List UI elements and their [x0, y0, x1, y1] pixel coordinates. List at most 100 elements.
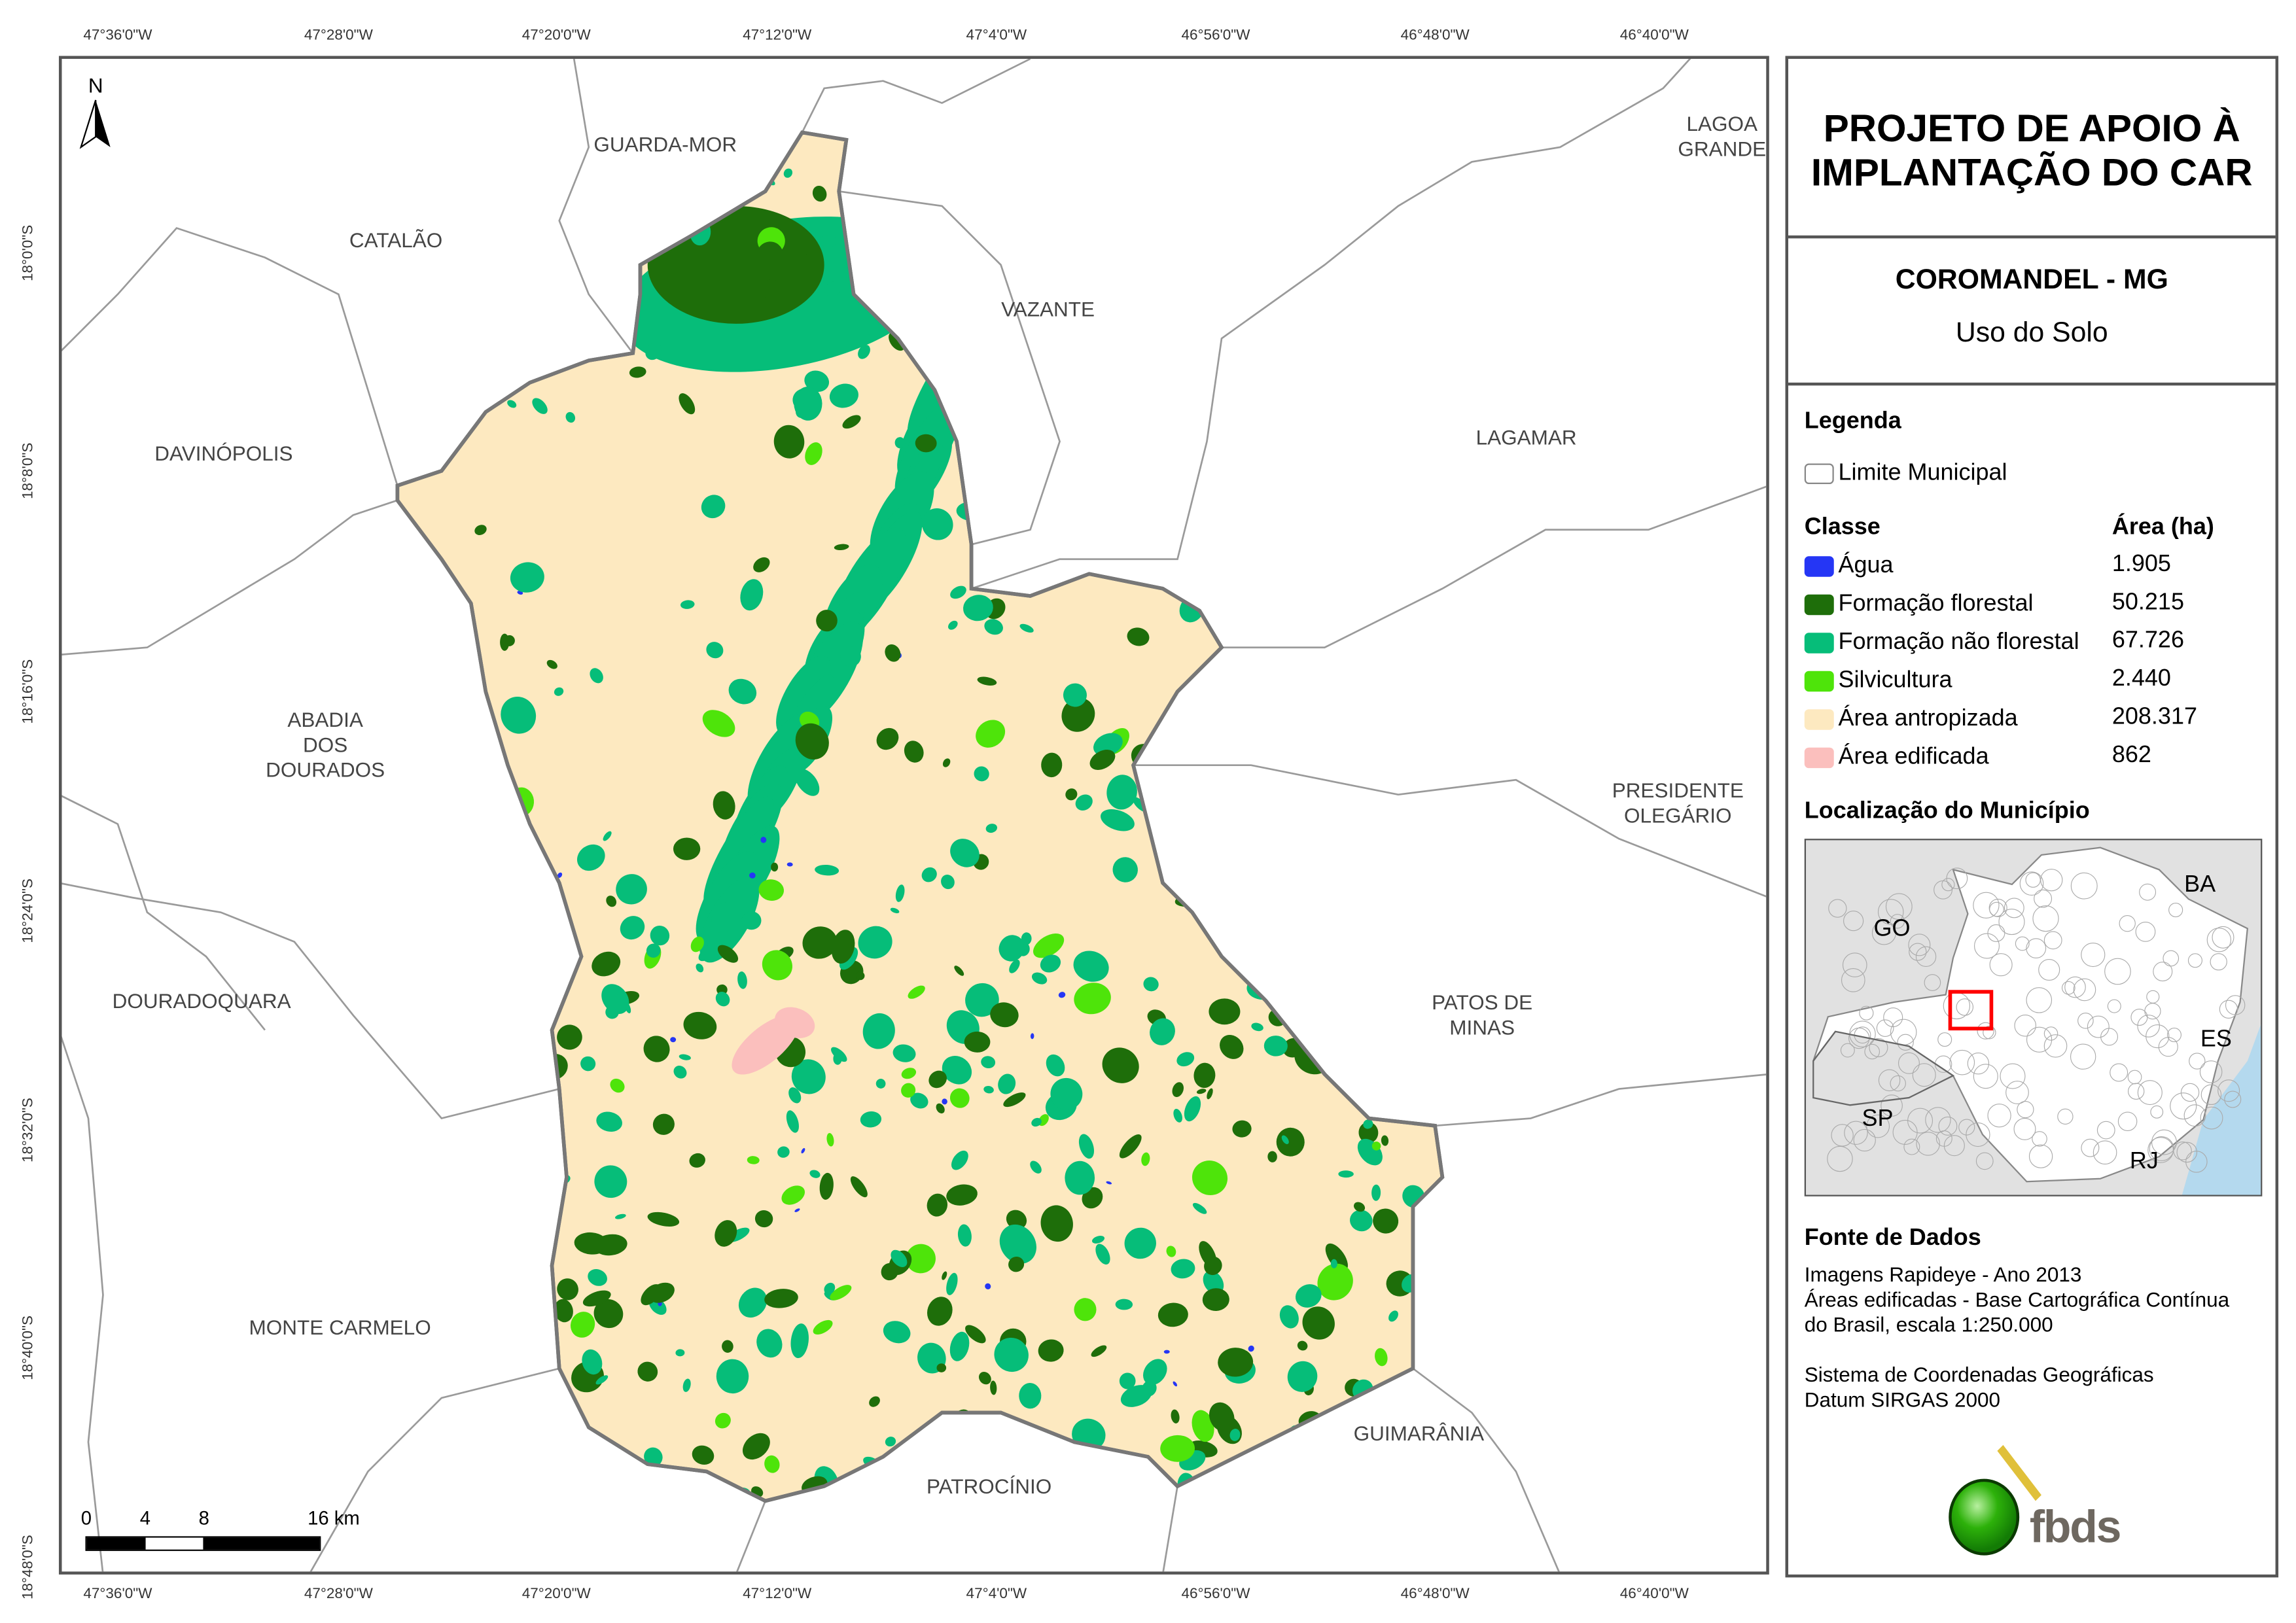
land-cover-patch [1166, 238, 1195, 268]
land-cover-patch [463, 1341, 472, 1353]
land-cover-patch [1115, 326, 1125, 342]
place-line: ABADIA [287, 707, 363, 731]
land-cover-patch [1193, 1062, 1216, 1089]
land-cover-patch [1030, 1033, 1034, 1039]
land-cover-patch [603, 831, 612, 841]
land-cover-patch [503, 635, 515, 646]
place-lagamar: LAGAMAR [1475, 425, 1577, 449]
land-cover-patch [1281, 1135, 1289, 1144]
land-cover-patch [1363, 1119, 1373, 1129]
land-cover-patch [1325, 1243, 1348, 1272]
land-cover-patch [1171, 1259, 1195, 1279]
land-cover-patch [513, 926, 544, 954]
land-cover-patch [616, 874, 647, 905]
land-cover-patch [1362, 1461, 1390, 1483]
land-cover-patch [468, 998, 503, 1015]
municipality-name: COROMANDEL - MG [1895, 264, 2168, 296]
longitude-label: 47°28'0"W [304, 1586, 373, 1603]
land-cover-patch [1233, 1465, 1245, 1474]
longitude-label: 46°40'0"W [1619, 1586, 1689, 1603]
land-cover-patch [1373, 1208, 1399, 1234]
location-heading: Localização do Município [1804, 799, 2090, 824]
neighbor-boundary [62, 882, 560, 1120]
scale-bar-segments [85, 1536, 321, 1551]
land-cover-patch [1172, 1082, 1184, 1098]
neighbor-boundary [309, 1367, 560, 1572]
land-cover-patch [1417, 1017, 1428, 1024]
land-cover-patch [756, 279, 777, 298]
land-cover-patch [629, 366, 646, 378]
class-area: 208.317 [2111, 705, 2198, 730]
land-cover-patch [1349, 1210, 1373, 1232]
land-cover-patch [1263, 1036, 1288, 1056]
land-cover-patch [1092, 1236, 1105, 1244]
source-line: Sistema de Coordenadas Geográficas [1804, 1362, 2154, 1386]
land-cover-patch [679, 1054, 691, 1060]
scale-label: 8 [198, 1507, 209, 1529]
land-cover-patch [753, 557, 770, 572]
land-cover-patch [1196, 1089, 1207, 1094]
land-cover-patch [492, 1188, 510, 1207]
land-cover-patch [501, 696, 537, 734]
land-cover-patch [890, 907, 900, 914]
land-cover-patch [1217, 201, 1236, 221]
land-cover-patch [429, 961, 456, 984]
land-cover-patch [985, 824, 998, 833]
land-cover-patch [504, 1079, 516, 1087]
land-cover-patch [915, 341, 930, 357]
land-cover-patch [794, 1208, 800, 1212]
land-cover-patch [1392, 1056, 1405, 1079]
class-swatch [1804, 594, 1834, 616]
land-cover-patch [927, 1193, 948, 1217]
land-cover-patch [644, 1447, 663, 1467]
class-swatch [1804, 747, 1834, 769]
land-cover-patch [1258, 544, 1266, 555]
land-cover-patch [826, 1133, 834, 1147]
land-cover-patch [1120, 1385, 1152, 1407]
land-cover-patch [1349, 262, 1366, 281]
land-cover-patch [990, 1380, 997, 1395]
land-cover-patch [1375, 132, 1394, 145]
land-cover-patch [1176, 1052, 1195, 1067]
land-cover-patch [1143, 977, 1159, 992]
north-arrow-icon [79, 99, 111, 149]
land-cover-patch [1377, 743, 1393, 759]
land-cover-patch [1282, 676, 1287, 682]
legend-item: Área edificada [1804, 743, 1989, 773]
land-cover-patch [1186, 690, 1201, 701]
land-cover-patch [689, 1153, 705, 1168]
land-cover-patch [399, 584, 415, 601]
land-cover-patch [915, 434, 937, 453]
land-cover-patch [438, 973, 450, 985]
land-cover-patch [950, 585, 966, 599]
land-cover-patch [1265, 589, 1284, 608]
land-cover-patch [968, 486, 991, 508]
land-cover-patch [894, 437, 906, 449]
land-cover-patch [1335, 1493, 1360, 1501]
latitude-label: 18°0'0"S [20, 224, 37, 282]
land-cover-patch [984, 619, 1003, 635]
land-cover-patch [1112, 857, 1138, 882]
inset-label-rj: RJ [2129, 1149, 2159, 1175]
land-cover-patch [946, 1184, 978, 1206]
land-cover-patch [812, 185, 827, 202]
land-cover-patch [1375, 1348, 1388, 1367]
class-label: Silvicultura [1838, 668, 1952, 693]
source-line: do Brasil, escala 1:250.000 [1804, 1312, 2053, 1336]
land-cover-patch [493, 357, 515, 376]
land-cover-patch [1061, 697, 1095, 732]
land-cover-patch [1131, 501, 1148, 523]
land-cover-patch [1089, 750, 1116, 770]
land-cover-patch [420, 1342, 427, 1351]
land-cover-patch [434, 983, 444, 996]
land-cover-patch [416, 958, 433, 979]
land-cover-patch [1014, 364, 1034, 389]
land-cover-patch [773, 425, 805, 459]
class-area: 50.215 [2111, 590, 2184, 616]
land-cover-patch [1164, 567, 1171, 574]
land-cover-patch [1074, 1298, 1097, 1321]
land-cover-patch [1248, 1345, 1254, 1352]
latitude-label: 18°48'0"S [20, 1535, 37, 1600]
land-cover-patch [1203, 1270, 1224, 1295]
land-cover-patch [620, 916, 645, 940]
